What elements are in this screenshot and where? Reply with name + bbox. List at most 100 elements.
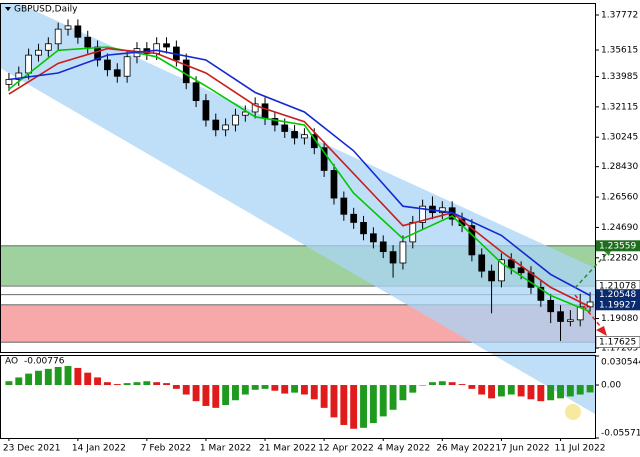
candle-body [153,43,161,54]
ao-bar [300,385,308,395]
candle-body [163,43,170,48]
ao-bar [281,385,289,394]
ao-bar [163,383,170,386]
ao-bar [409,385,417,393]
regression-channel [0,3,595,414]
x-tick-label: 12 Apr 2022 [318,444,374,454]
candle-body [468,225,476,256]
candle-body [261,103,269,119]
candle-body [547,299,555,313]
y-tick-label: 1.24690 [601,223,638,233]
ao-bar [251,385,259,390]
candle-body [44,43,52,51]
y-tick-label: 1.26560 [601,193,638,203]
ao-bar [340,385,348,425]
ao-bar [468,385,476,389]
ao-bar [172,385,180,389]
ao-bar [192,385,200,402]
x-tick-label: 11 Jul 2022 [555,444,606,454]
menu-icon[interactable] [5,7,11,11]
ao-bar [212,385,220,408]
main-panel-border [0,3,596,353]
candle-body [54,28,62,45]
candle-body [419,205,426,223]
candle-body [291,131,298,139]
ao-bar [232,385,239,401]
candle-body [379,241,387,253]
candle-body [389,251,397,264]
candle-body [241,111,249,116]
ao-bar [399,385,407,401]
candle-body [222,124,229,131]
y-tick-label: 1.22820 [601,253,638,263]
x-tick-label: 21 Mar 2022 [259,444,316,454]
candle-body [310,134,318,149]
level-label-bg [595,336,640,348]
candle-body [409,222,417,243]
candle-body [202,100,210,121]
x-tick-label: 14 Jan 2022 [72,444,126,454]
moving-average [8,47,591,308]
ao-bar [310,385,318,400]
candle-body [498,259,505,282]
y-tick-label: 1.33985 [601,72,638,82]
ao-bar [74,367,82,386]
ao-bar [271,385,279,391]
candle-body [15,72,23,80]
candle-body [478,254,486,272]
x-tick-label: 26 May 2022 [436,444,495,454]
x-tick-label: 7 Feb 2022 [141,444,191,454]
candle-body [35,49,42,56]
ao-bar [64,366,72,386]
ao-value: -0.00776 [24,357,65,367]
candle-body [537,286,545,301]
ao-bar [123,383,131,386]
candle-body [251,103,259,113]
candle-body [113,69,121,77]
candle-body [360,222,367,235]
candle-body [301,134,308,139]
ao-bar [576,385,584,395]
y-tick-label: 1.17265 [601,344,638,354]
ao-bar [360,385,367,428]
ao-bar [429,382,436,386]
x-tick-label: 4 May 2022 [377,444,430,454]
candle-body [74,25,82,38]
y-tick-label: 1.30245 [601,133,638,143]
up-arrow [574,249,611,289]
level-label: 1.21078 [599,282,636,292]
ao-bar [438,381,446,386]
chart-title: GBPUSD,Daily [14,5,78,15]
candle-body [182,59,190,84]
y-tick-label: 1.35615 [601,46,638,56]
level-label: 1.23559 [599,241,636,251]
ao-bar [369,385,377,424]
level-label-bg [596,299,640,311]
candle-body [64,25,72,30]
ao-bar [5,381,13,386]
ao-bar [458,384,466,386]
ao-bar [15,377,23,386]
ao-bar [497,385,505,397]
ao-bar [241,385,249,395]
ao-bar [103,382,111,386]
ao-bar [586,385,594,393]
ao-bar [448,382,456,386]
moving-average [8,49,591,297]
ao-bar [182,385,190,395]
candle-body [232,114,239,126]
y-tick-label: 1.28430 [601,162,638,172]
ao-bar [557,385,564,399]
candle-body [123,56,131,77]
down-arrow [574,294,605,332]
candle-body [84,36,92,48]
ao-bar [419,385,427,386]
ao-bar [566,385,574,397]
level-label: 1.17625 [599,338,636,348]
candle-body [340,197,348,215]
ao-bar [113,384,121,386]
candle-body [488,270,495,282]
ao-y-tick-label: -0.055719 [601,429,640,439]
candle-body [557,311,564,322]
